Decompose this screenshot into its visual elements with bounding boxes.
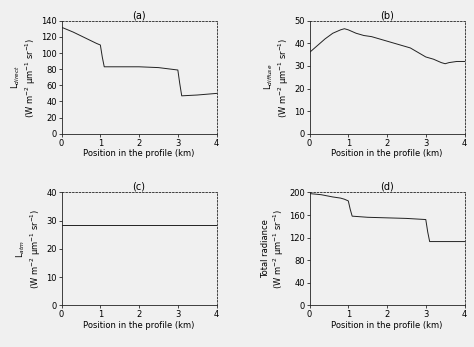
X-axis label: Position in the profile (km): Position in the profile (km) — [331, 149, 443, 158]
Title: (d): (d) — [380, 182, 394, 192]
Y-axis label: Total radiance
(W m$^{-2}$ μm$^{-1}$ sr$^{-1}$): Total radiance (W m$^{-2}$ μm$^{-1}$ sr$… — [261, 209, 286, 289]
X-axis label: Position in the profile (km): Position in the profile (km) — [83, 149, 195, 158]
Title: (b): (b) — [380, 10, 394, 20]
X-axis label: Position in the profile (km): Position in the profile (km) — [331, 321, 443, 330]
Y-axis label: L$_{atm}$
(W m$^{-2}$ μm$^{-1}$ sr$^{-1}$): L$_{atm}$ (W m$^{-2}$ μm$^{-1}$ sr$^{-1}… — [14, 209, 43, 289]
Y-axis label: L$_{direct}$
(W m$^{-2}$ μm$^{-1}$ sr$^{-1}$): L$_{direct}$ (W m$^{-2}$ μm$^{-1}$ sr$^{… — [9, 37, 38, 118]
Y-axis label: L$_{diffuse}$
(W m$^{-2}$ μm$^{-1}$ sr$^{-1}$): L$_{diffuse}$ (W m$^{-2}$ μm$^{-1}$ sr$^… — [262, 37, 292, 118]
Title: (c): (c) — [133, 182, 146, 192]
X-axis label: Position in the profile (km): Position in the profile (km) — [83, 321, 195, 330]
Title: (a): (a) — [132, 10, 146, 20]
